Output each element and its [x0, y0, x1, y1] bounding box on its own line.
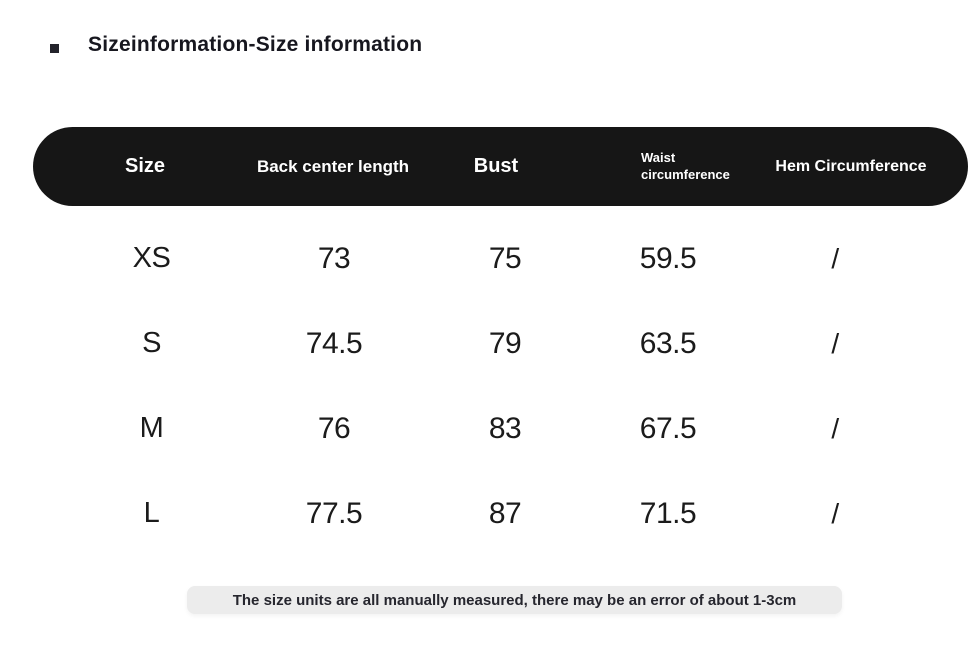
measurement-note-text: The size units are all manually measured… — [232, 591, 797, 609]
value-cell: 77.5 — [305, 496, 363, 530]
value-cell: / — [831, 327, 839, 359]
value-cell: 79 — [488, 326, 522, 360]
value-cell: 71.5 — [639, 496, 697, 530]
table-row: XS 73 75 59.5 / — [0, 216, 972, 301]
square-bullet-icon — [50, 44, 59, 53]
column-header-bust: Bust — [473, 155, 519, 177]
size-label-cell: L — [143, 497, 160, 529]
column-header-hem-circumference: Hem Circumference — [775, 157, 927, 175]
table-row: L 77.5 87 71.5 / — [0, 471, 972, 556]
value-cell: 76 — [317, 411, 351, 445]
size-table-header: Size Back center length Bust Waist circu… — [33, 127, 968, 206]
column-header-waist-circumference: Waist circumference — [641, 149, 730, 182]
table-row: S 74.5 79 63.5 / — [0, 301, 972, 386]
size-table-body: XS 73 75 59.5 / S 74.5 79 63.5 / M 76 83… — [0, 216, 972, 556]
column-header-back-center-length: Back center length — [256, 156, 410, 176]
value-cell: 87 — [488, 496, 522, 530]
value-cell: 59.5 — [639, 241, 697, 275]
size-label-cell: XS — [132, 242, 171, 274]
column-header-size: Size — [124, 155, 166, 177]
size-label-cell: S — [142, 327, 161, 359]
page-title: Sizeinformation-Size information — [88, 33, 423, 56]
value-cell: / — [831, 497, 839, 529]
table-row: M 76 83 67.5 / — [0, 386, 972, 471]
size-label-cell: M — [139, 412, 164, 444]
value-cell: 67.5 — [639, 411, 697, 445]
measurement-note-bar: The size units are all manually measured… — [187, 586, 842, 614]
value-cell: / — [831, 412, 839, 444]
value-cell: 83 — [488, 411, 522, 445]
value-cell: 75 — [488, 241, 522, 275]
value-cell: 74.5 — [305, 326, 363, 360]
value-cell: 63.5 — [639, 326, 697, 360]
value-cell: / — [831, 242, 839, 274]
value-cell: 73 — [317, 241, 351, 275]
